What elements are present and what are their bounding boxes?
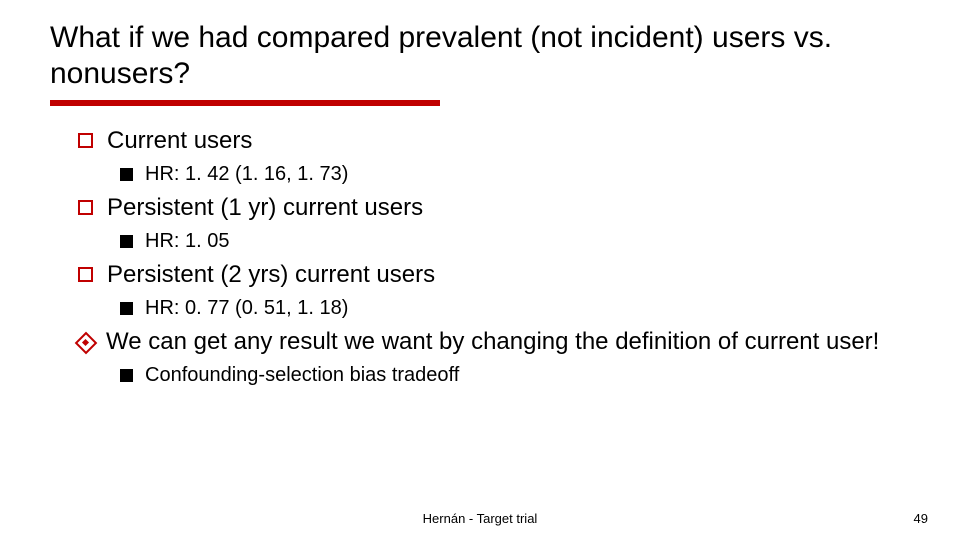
box-open-icon bbox=[78, 200, 93, 215]
box-filled-icon bbox=[120, 369, 133, 382]
slide-title: What if we had compared prevalent (not i… bbox=[50, 20, 910, 92]
item-text: We can get any result we want by changin… bbox=[106, 327, 879, 357]
list-item: Persistent (2 yrs) current users bbox=[78, 260, 910, 290]
item-text: HR: 1. 42 (1. 16, 1. 73) bbox=[145, 162, 348, 187]
page-number: 49 bbox=[914, 511, 928, 526]
item-text: HR: 1. 05 bbox=[145, 229, 229, 254]
title-rule bbox=[50, 100, 440, 106]
item-text: Persistent (2 yrs) current users bbox=[107, 260, 435, 290]
list-item: Confounding-selection bias tradeoff bbox=[120, 363, 910, 388]
list-item: HR: 0. 77 (0. 51, 1. 18) bbox=[120, 296, 910, 321]
item-text: Current users bbox=[107, 126, 252, 156]
list-item: Persistent (1 yr) current users bbox=[78, 193, 910, 223]
list-item: HR: 1. 42 (1. 16, 1. 73) bbox=[120, 162, 910, 187]
footer-text: Hernán - Target trial bbox=[0, 511, 960, 526]
box-open-icon bbox=[78, 133, 93, 148]
item-text: HR: 0. 77 (0. 51, 1. 18) bbox=[145, 296, 348, 321]
item-text: Confounding-selection bias tradeoff bbox=[145, 363, 459, 388]
box-filled-icon bbox=[120, 168, 133, 181]
box-open-icon bbox=[78, 267, 93, 282]
box-filled-icon bbox=[120, 302, 133, 315]
box-filled-icon bbox=[120, 235, 133, 248]
list-item: Current users bbox=[78, 126, 910, 156]
diamond-icon bbox=[78, 335, 94, 351]
list-item: We can get any result we want by changin… bbox=[78, 327, 910, 357]
item-text: Persistent (1 yr) current users bbox=[107, 193, 423, 223]
list-item: HR: 1. 05 bbox=[120, 229, 910, 254]
